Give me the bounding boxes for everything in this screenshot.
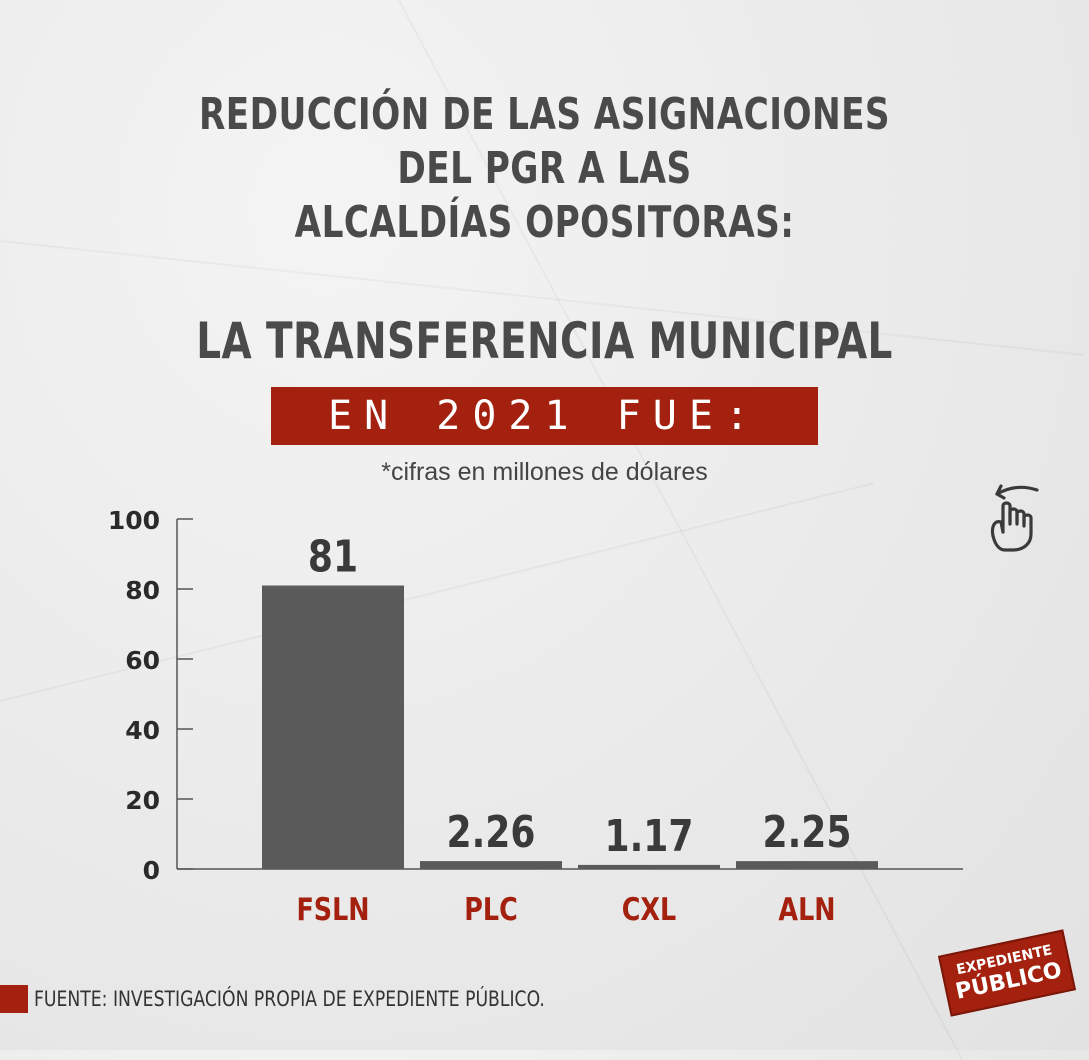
chart-title: REDUCCIÓN DE LAS ASIGNACIONES DEL PGR A … — [167, 88, 923, 250]
value-label-plc: 2.26 — [447, 808, 536, 858]
bar-plc — [420, 861, 562, 869]
y-tick-label: 40 — [125, 716, 160, 745]
category-label-fsln: FSLN — [296, 892, 369, 928]
source-marker — [0, 985, 28, 1013]
hand-pointer-icon — [990, 484, 1039, 552]
bar-aln — [736, 861, 878, 869]
chart-bars — [262, 585, 878, 869]
value-label-fsln: 81 — [308, 532, 358, 582]
value-label-aln: 2.25 — [763, 808, 852, 858]
y-tick-label: 0 — [143, 856, 160, 885]
category-label-plc: PLC — [464, 892, 517, 928]
y-tick-label: 20 — [125, 786, 160, 815]
source-note: FUENTE: INVESTIGACIÓN PROPIA DE EXPEDIEN… — [34, 987, 545, 1011]
y-tick-label: 80 — [125, 576, 160, 605]
chart-subtitle: LA TRANSFERENCIA MUNICIPAL — [196, 312, 893, 370]
category-label-cxl: CXL — [622, 892, 676, 928]
value-label-cxl: 1.17 — [605, 812, 694, 862]
chart-labels: 81 FSLN 2.26 PLC 1.17 CXL 2.25 ALN — [296, 532, 851, 928]
units-note: *cifras en millones de dólares — [381, 458, 708, 486]
title-line-2: ALCALDÍAS OPOSITORAS: — [294, 197, 795, 248]
y-tick-label: 60 — [125, 646, 160, 675]
bar-cxl — [578, 864, 720, 869]
category-label-aln: ALN — [778, 892, 835, 928]
year-banner: EN 2021 FUE: — [271, 387, 818, 445]
bar-fsln — [262, 585, 404, 869]
title-line-1: REDUCCIÓN DE LAS ASIGNACIONES DEL PGR A … — [198, 89, 891, 194]
y-tick-label: 100 — [108, 506, 160, 535]
